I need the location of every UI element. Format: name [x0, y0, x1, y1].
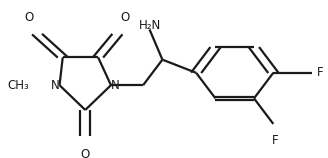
Text: O: O — [81, 148, 90, 158]
Text: O: O — [25, 11, 34, 24]
Text: N: N — [51, 79, 60, 92]
Text: N: N — [111, 79, 120, 92]
Text: H₂N: H₂N — [138, 19, 161, 32]
Text: CH₃: CH₃ — [7, 79, 29, 92]
Text: F: F — [317, 66, 323, 79]
Text: O: O — [121, 11, 130, 24]
Text: F: F — [272, 134, 278, 147]
